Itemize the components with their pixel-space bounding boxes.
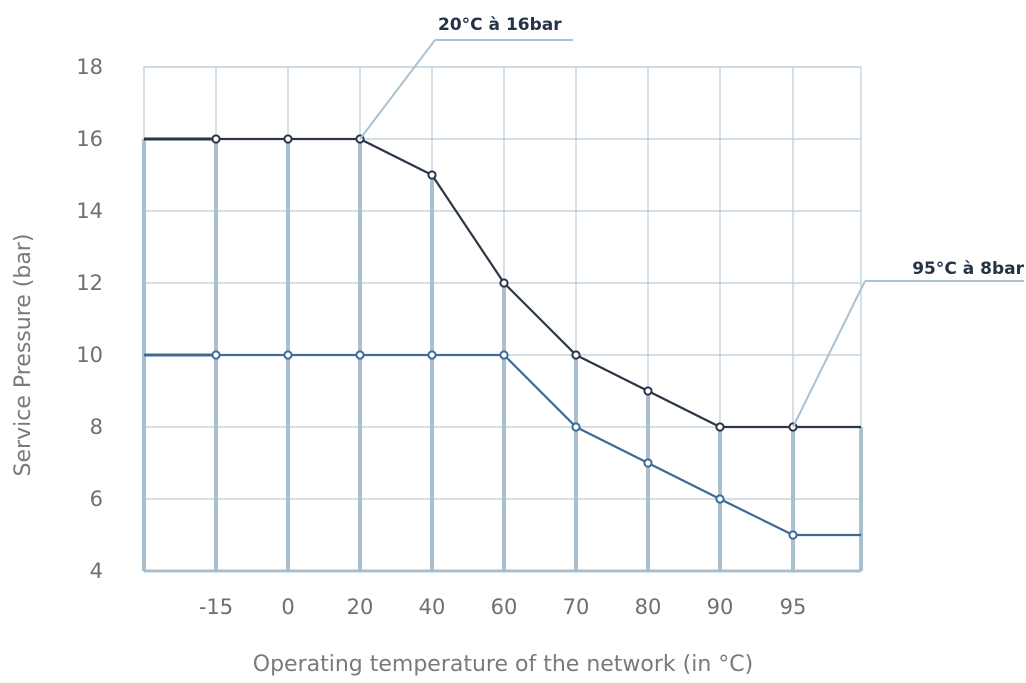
x-tick-label: 90 bbox=[707, 595, 734, 619]
x-tick-label: 70 bbox=[563, 595, 590, 619]
series-2-point bbox=[355, 350, 365, 360]
x-tick-label: 80 bbox=[635, 595, 662, 619]
series-2-point bbox=[643, 458, 653, 468]
y-axis-title: Service Pressure (bar) bbox=[11, 234, 36, 477]
series-2-point bbox=[715, 494, 725, 504]
series-2-point bbox=[571, 422, 581, 432]
y-tick-label: 18 bbox=[76, 55, 103, 79]
annotations: 20°C à 16bar 95°C à 8bar bbox=[359, 15, 1025, 428]
series-2-point bbox=[427, 350, 437, 360]
x-tick-label: 40 bbox=[419, 595, 446, 619]
series-1-point bbox=[715, 422, 725, 432]
series-1-point bbox=[427, 170, 437, 180]
x-tick-label: -15 bbox=[199, 595, 233, 619]
series-1-point bbox=[499, 278, 509, 288]
series-2-point bbox=[211, 350, 221, 360]
y-tick-label: 4 bbox=[90, 559, 103, 583]
series-1-point bbox=[571, 350, 581, 360]
annotation-leader bbox=[359, 39, 436, 140]
series-lines bbox=[144, 134, 861, 540]
y-tick-label: 14 bbox=[76, 199, 103, 223]
series-1-point bbox=[643, 386, 653, 396]
tick-labels: 4 6 8 10 12 14 16 18 -15 0 20 40 60 70 80 90 95 bbox=[76, 55, 806, 619]
series-2-point bbox=[499, 350, 509, 360]
x-tick-label: 20 bbox=[347, 595, 374, 619]
y-tick-label: 16 bbox=[76, 127, 103, 151]
x-tick-label: 60 bbox=[491, 595, 518, 619]
series-2-point bbox=[283, 350, 293, 360]
y-tick-label: 10 bbox=[76, 343, 103, 367]
annotation-label: 20°C à 16bar bbox=[438, 15, 562, 35]
annotation-leader bbox=[792, 280, 866, 428]
series-1-point bbox=[211, 134, 221, 144]
annotation-label: 95°C à 8bar bbox=[912, 259, 1024, 279]
x-tick-label: 0 bbox=[281, 595, 294, 619]
x-tick-label: 95 bbox=[780, 595, 807, 619]
y-tick-label: 8 bbox=[90, 415, 103, 439]
y-tick-label: 12 bbox=[76, 271, 103, 295]
y-tick-label: 6 bbox=[90, 487, 103, 511]
x-axis-title: Operating temperature of the network (in… bbox=[253, 652, 753, 677]
series-1-point bbox=[283, 134, 293, 144]
series-2-point bbox=[788, 530, 798, 540]
